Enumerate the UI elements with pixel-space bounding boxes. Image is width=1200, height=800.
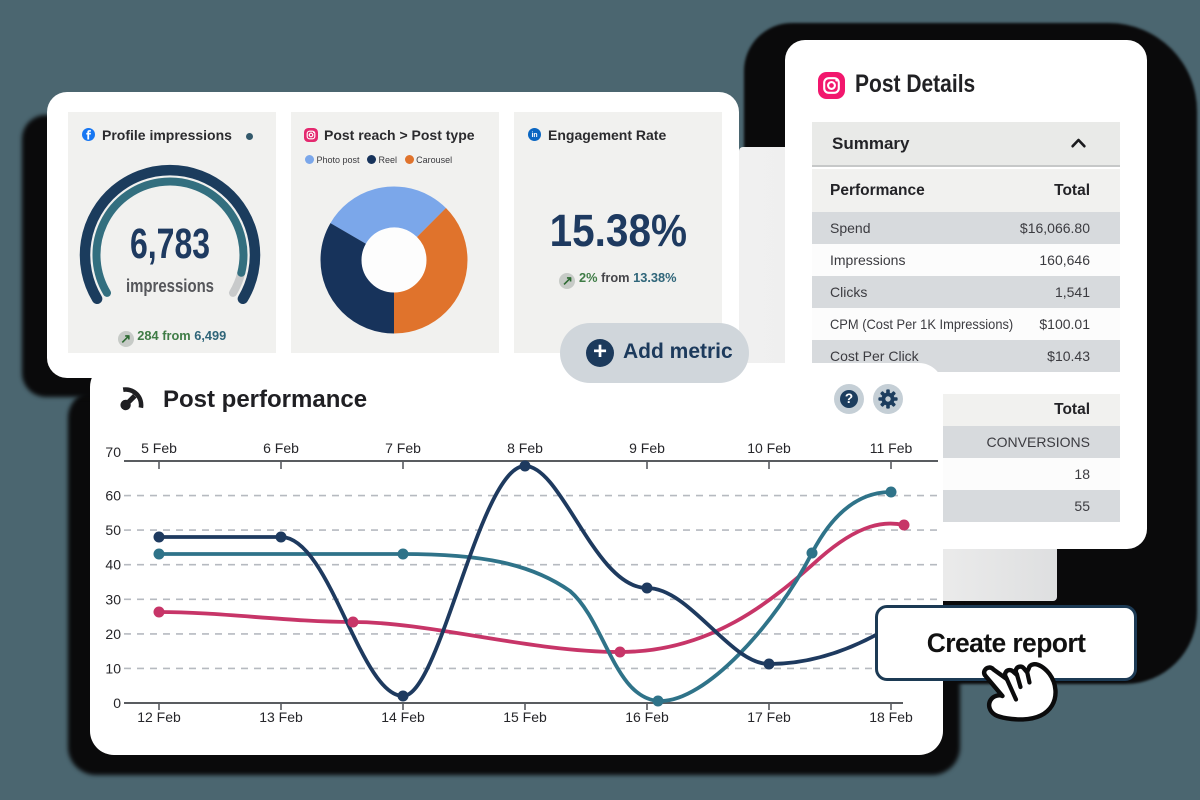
svg-text:10: 10 <box>105 660 121 676</box>
svg-text:8 Feb: 8 Feb <box>507 440 543 456</box>
svg-text:6,783: 6,783 <box>130 220 210 268</box>
svg-text:impressions: impressions <box>126 276 214 296</box>
svg-text:16 Feb: 16 Feb <box>625 709 669 725</box>
svg-text:0: 0 <box>113 695 121 711</box>
svg-text:17 Feb: 17 Feb <box>747 709 791 725</box>
svg-text:40: 40 <box>105 557 121 573</box>
svg-text:18 Feb: 18 Feb <box>869 709 913 725</box>
svg-text:30: 30 <box>105 591 121 607</box>
svg-text:70: 70 <box>105 444 121 460</box>
svg-text:11 Feb: 11 Feb <box>870 440 913 456</box>
svg-text:9 Feb: 9 Feb <box>629 440 665 456</box>
svg-text:14 Feb: 14 Feb <box>381 709 425 725</box>
svg-text:6 Feb: 6 Feb <box>263 440 299 456</box>
svg-text:7 Feb: 7 Feb <box>385 440 421 456</box>
svg-text:20: 20 <box>105 626 121 642</box>
svg-text:60: 60 <box>105 488 121 504</box>
svg-text:5 Feb: 5 Feb <box>141 440 177 456</box>
svg-text:50: 50 <box>105 522 121 538</box>
svg-text:12 Feb: 12 Feb <box>137 709 181 725</box>
svg-text:15 Feb: 15 Feb <box>503 709 547 725</box>
svg-text:10 Feb: 10 Feb <box>747 440 791 456</box>
svg-text:13 Feb: 13 Feb <box>259 709 303 725</box>
svg-text:in: in <box>531 132 537 139</box>
